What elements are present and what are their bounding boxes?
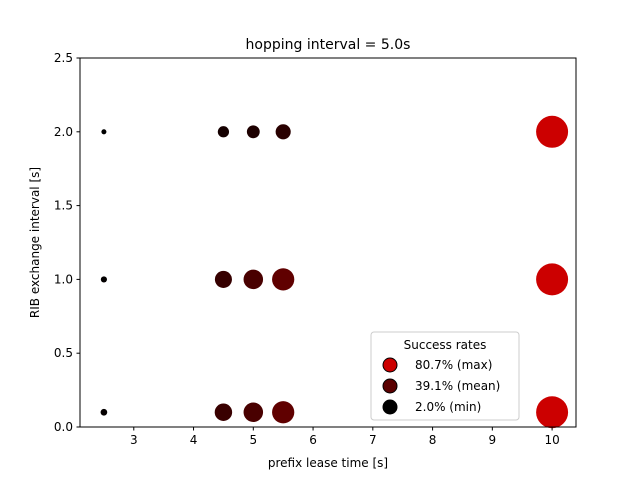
x-tick-label: 8 — [429, 433, 437, 447]
data-point — [243, 269, 264, 290]
data-point — [217, 126, 230, 138]
legend-label: 2.0% (min) — [415, 400, 481, 414]
data-point — [272, 401, 295, 424]
legend-marker — [382, 378, 398, 394]
data-point — [272, 268, 295, 291]
data-point — [214, 270, 232, 288]
data-point — [243, 402, 264, 422]
data-point — [214, 403, 233, 421]
data-point — [536, 396, 569, 429]
y-axis: 0.0 0.5 1.0 1.5 2.0 2.5 — [54, 51, 80, 434]
legend-label: 39.1% (mean) — [415, 379, 500, 393]
y-tick-label: 2.5 — [54, 51, 73, 65]
x-tick-label: 9 — [489, 433, 497, 447]
legend-marker — [382, 399, 398, 415]
y-tick-label: 1.0 — [54, 272, 73, 286]
y-tick-label: 2.0 — [54, 125, 73, 139]
legend-title: Success rates — [404, 338, 487, 352]
data-point — [536, 263, 569, 296]
data-point — [100, 408, 108, 416]
points-layer — [100, 115, 569, 429]
legend-label: 80.7% (max) — [415, 358, 492, 372]
legend: Success rates 80.7% (max) 39.1% (mean) 2.0… — [370, 331, 520, 421]
x-axis-label: prefix lease time [s] — [268, 456, 388, 470]
x-tick-label: 3 — [130, 433, 138, 447]
x-tick-label: 7 — [369, 433, 377, 447]
y-tick-label: 1.5 — [54, 199, 73, 213]
y-axis-label: RIB exchange interval [s] — [28, 167, 42, 318]
y-tick-label: 0.5 — [54, 346, 73, 360]
plot-frame — [79, 57, 577, 428]
y-tick-label: 0.0 — [54, 420, 73, 434]
data-point — [100, 276, 107, 283]
data-point — [536, 115, 569, 148]
data-point — [101, 129, 107, 135]
x-axis: 3 4 5 6 7 8 9 10 — [130, 427, 560, 447]
data-point — [246, 125, 260, 139]
data-point — [275, 124, 291, 140]
chart-title: hopping interval = 5.0s — [246, 37, 411, 53]
legend-box — [370, 331, 520, 421]
legend-marker — [382, 357, 398, 373]
x-tick-label: 10 — [544, 433, 559, 447]
x-tick-label: 4 — [190, 433, 198, 447]
x-tick-label: 5 — [249, 433, 257, 447]
x-tick-label: 6 — [309, 433, 317, 447]
